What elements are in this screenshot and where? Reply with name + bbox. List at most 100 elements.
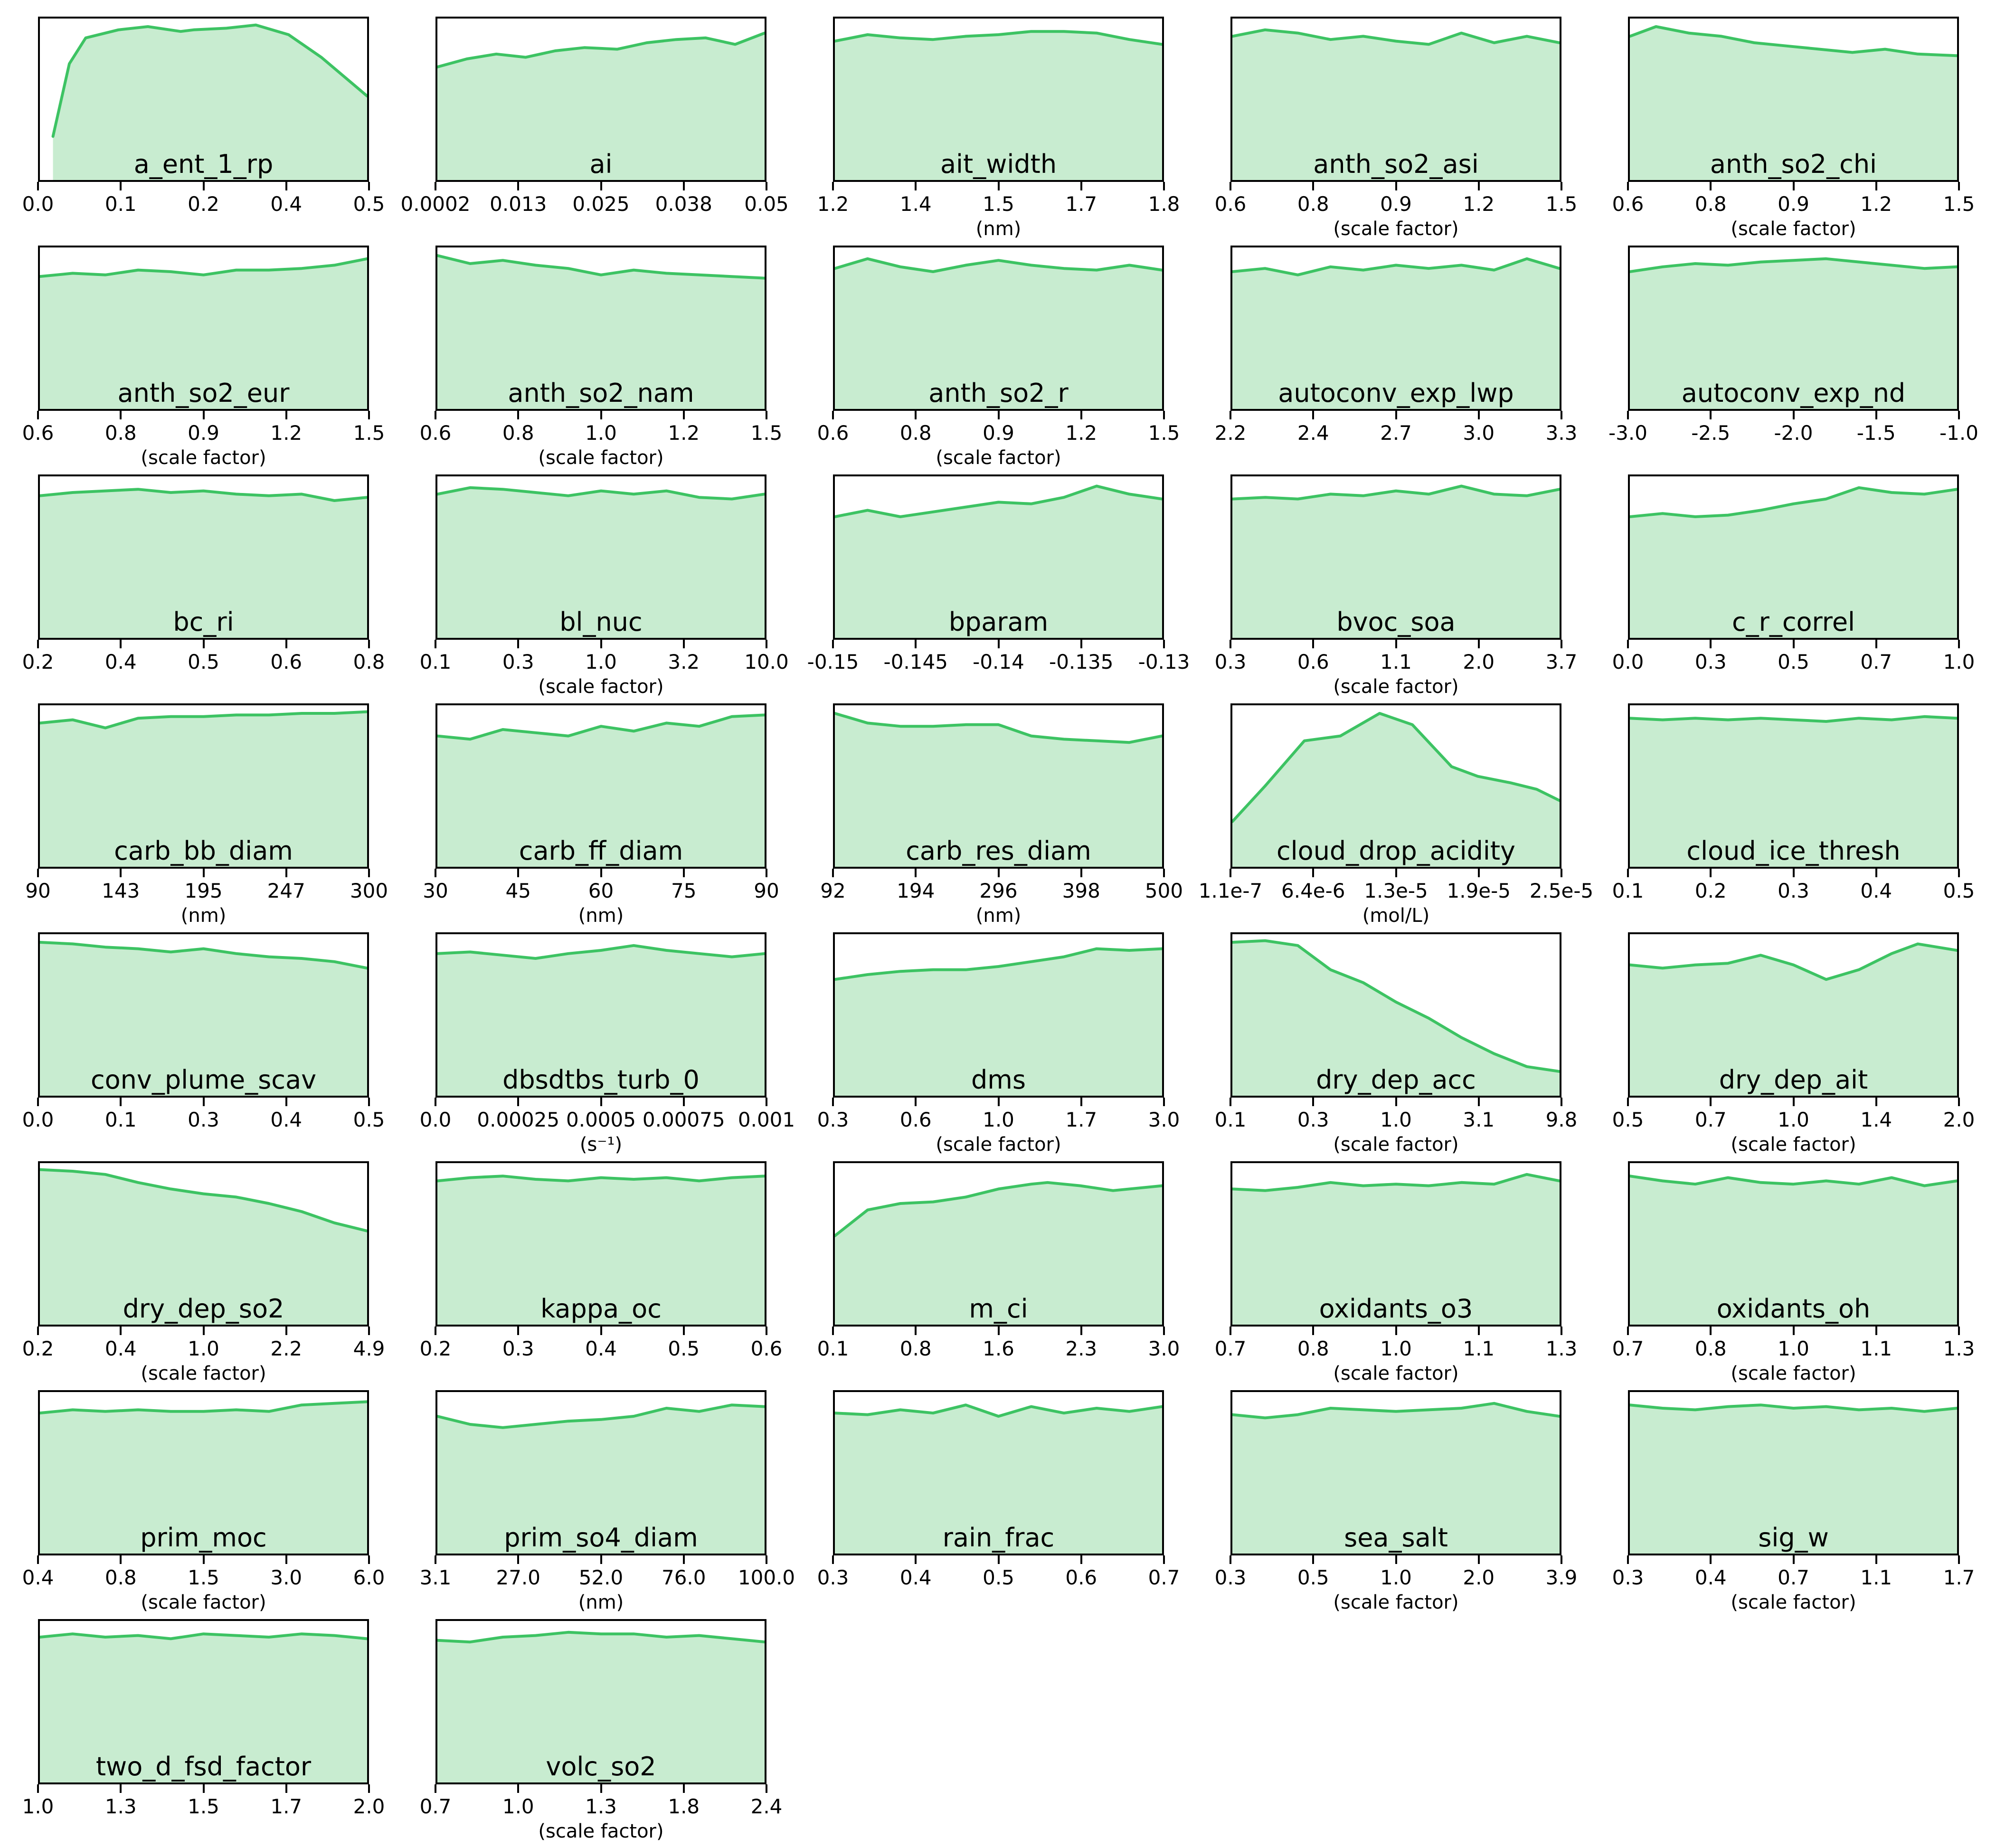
- x-tick-mark: [1958, 640, 1960, 648]
- x-tick-mark: [1710, 182, 1712, 190]
- x-tick-label: 1.0: [22, 1795, 54, 1818]
- x-tick-mark: [600, 1555, 602, 1564]
- x-tick-label: 2.7: [1380, 421, 1412, 445]
- x-tick-label: 0.3: [1214, 1566, 1247, 1589]
- x-tick-label: 0.4: [270, 192, 303, 216]
- param-label: dms: [971, 1065, 1026, 1095]
- tick-marks: [1627, 182, 1960, 190]
- density-chart: [437, 1621, 765, 1782]
- x-tick-label: 1.4: [899, 192, 932, 216]
- x-tick-mark: [1875, 869, 1877, 877]
- x-tick-label: 4.9: [353, 1337, 385, 1360]
- x-tick-label: -2.0: [1774, 421, 1813, 445]
- x-tick-label: 195: [184, 879, 223, 902]
- x-tick-label: 0.00025: [477, 1108, 560, 1131]
- param-label: prim_moc: [140, 1523, 267, 1553]
- param-label: anth_so2_asi: [1313, 149, 1479, 180]
- area-fill: [437, 945, 765, 1096]
- param-label: anth_so2_r: [928, 378, 1069, 408]
- x-tick-mark: [600, 182, 602, 190]
- x-tick-label: 0.4: [585, 1337, 617, 1360]
- x-tick-label: 1.7: [1065, 1108, 1097, 1131]
- plot-area: kappa_oc: [435, 1161, 766, 1327]
- x-tick-mark: [1875, 1327, 1877, 1335]
- x-tick-mark: [37, 411, 39, 419]
- density-chart: [1630, 1392, 1957, 1554]
- x-tick-mark: [37, 1784, 39, 1793]
- x-tick-mark: [435, 640, 436, 648]
- x-ticks: 0.3 0.4 0.7 1.1 1.7: [1612, 1564, 1975, 1589]
- x-tick-mark: [997, 411, 1000, 419]
- subplot: two_d_fsd_factor 1.0 1.3 1.5 1.7 2.0: [22, 1619, 385, 1848]
- param-label: anth_so2_chi: [1710, 149, 1877, 180]
- x-tick-mark: [1080, 411, 1082, 419]
- x-tick-label: 0.5: [188, 650, 219, 673]
- x-tick-mark: [1627, 182, 1629, 190]
- x-tick-label: 30: [423, 879, 448, 902]
- subplot: bc_ri 0.2 0.4 0.5 0.6 0.8: [22, 474, 385, 703]
- tick-marks: [1627, 1327, 1960, 1335]
- x-ticks: 0.3 0.5 1.0 2.0 3.9: [1215, 1564, 1578, 1589]
- x-ticks: 0.1 0.8 1.6 2.3 3.0: [817, 1335, 1180, 1360]
- subplot: oxidants_oh 0.7 0.8 1.0 1.1 1.3 (scale facto…: [1612, 1161, 1975, 1390]
- x-ticks: 0.6 0.8 0.9 1.2 1.5: [22, 419, 385, 445]
- tick-marks: [832, 1555, 1165, 1564]
- x-tick-label: 1.3: [1545, 1337, 1578, 1360]
- x-tick-label: -2.5: [1691, 421, 1731, 445]
- x-tick-mark: [1395, 1555, 1397, 1564]
- x-tick-mark: [1230, 1555, 1231, 1564]
- tick-marks: [37, 1784, 370, 1793]
- x-tick-mark: [517, 182, 520, 190]
- tick-marks: [1230, 640, 1562, 648]
- tick-marks: [435, 1098, 767, 1106]
- x-tick-label: 1.3: [104, 1795, 137, 1818]
- x-tick-label: 3.0: [1463, 421, 1495, 445]
- x-tick-mark: [1477, 640, 1480, 648]
- x-tick-label: 1.1e-7: [1198, 879, 1263, 902]
- x-tick-label: 0.3: [1214, 650, 1247, 673]
- x-unit-label: (scale factor): [1731, 218, 1856, 240]
- x-unit-label: (scale factor): [936, 447, 1061, 469]
- param-label: conv_plume_scav: [90, 1065, 317, 1095]
- x-tick-label: 2.3: [1065, 1337, 1097, 1360]
- density-line: [40, 942, 367, 968]
- x-tick-mark: [1477, 1327, 1480, 1335]
- x-tick-mark: [37, 1555, 39, 1564]
- x-tick-mark: [915, 1098, 917, 1106]
- x-tick-mark: [517, 1327, 520, 1335]
- x-tick-mark: [1312, 1098, 1315, 1106]
- x-tick-label: 296: [979, 879, 1018, 902]
- x-tick-mark: [1627, 1327, 1629, 1335]
- subplot: cloud_drop_acidity 1.1e-7 6.4e-6 1.3e-5 1.9…: [1199, 703, 1593, 932]
- density-line: [1232, 30, 1560, 45]
- x-tick-mark: [517, 1555, 520, 1564]
- x-tick-label: 1.5: [1545, 192, 1578, 216]
- x-tick-label: 1.7: [1065, 192, 1097, 216]
- x-tick-label: 0.8: [1297, 192, 1329, 216]
- param-label: sea_salt: [1344, 1523, 1448, 1553]
- x-tick-label: 2.0: [353, 1795, 385, 1818]
- area-fill: [1630, 487, 1957, 638]
- x-tick-mark: [202, 1555, 205, 1564]
- x-tick-mark: [1230, 640, 1231, 648]
- param-label: kappa_oc: [540, 1294, 662, 1324]
- x-tick-label: -0.145: [883, 650, 948, 673]
- x-tick-label: 1.8: [668, 1795, 700, 1818]
- area-fill: [40, 942, 367, 1096]
- plot-area: sig_w: [1628, 1390, 1959, 1555]
- param-label: cloud_drop_acidity: [1276, 836, 1516, 866]
- density-line: [835, 713, 1162, 742]
- x-tick-label: 2.2: [1214, 421, 1247, 445]
- density-line: [40, 1634, 367, 1639]
- x-tick-mark: [766, 1327, 767, 1335]
- x-tick-mark: [1561, 1555, 1562, 1564]
- density-line: [1630, 259, 1957, 272]
- x-unit-label: [1628, 447, 1959, 469]
- density-line: [40, 712, 367, 728]
- x-tick-label: 0.3: [1612, 1566, 1644, 1589]
- x-tick-mark: [285, 869, 287, 877]
- x-tick-mark: [285, 1098, 287, 1106]
- x-tick-mark: [202, 869, 205, 877]
- x-tick-mark: [1230, 411, 1231, 419]
- param-label: dry_dep_so2: [123, 1294, 284, 1324]
